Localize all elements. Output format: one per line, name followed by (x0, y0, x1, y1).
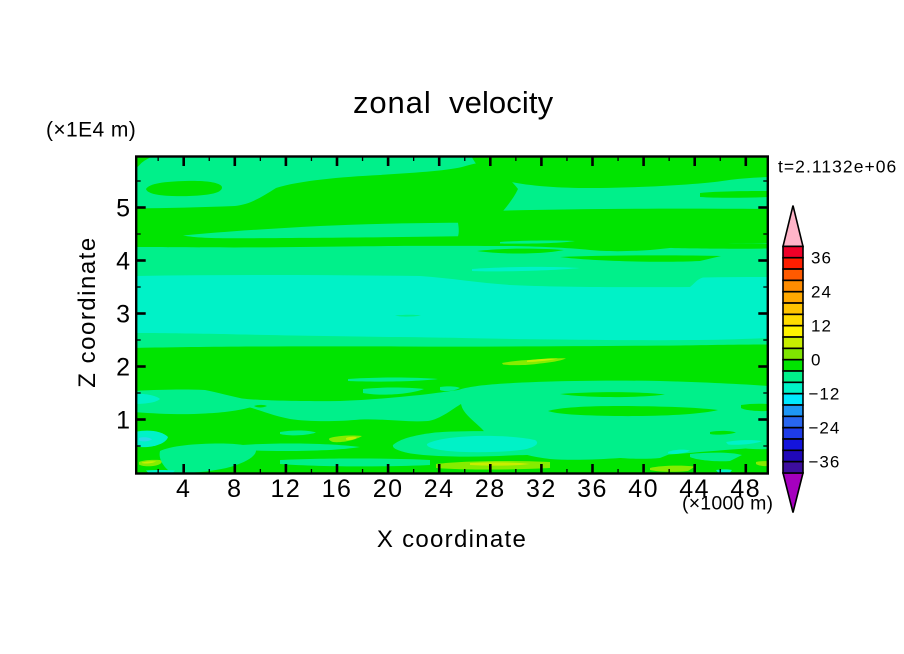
svg-text:28: 28 (475, 475, 506, 503)
svg-text:20: 20 (373, 475, 404, 503)
svg-text:(×1000 m): (×1000 m) (682, 493, 773, 515)
svg-text:t=2.1132e+06: t=2.1132e+06 (778, 157, 897, 177)
svg-text:Z coordinate: Z coordinate (74, 236, 101, 387)
svg-text:44: 44 (679, 475, 710, 503)
svg-text:3: 3 (116, 301, 130, 329)
svg-text:12: 12 (811, 317, 832, 336)
svg-text:4: 4 (176, 475, 191, 503)
svg-text:36: 36 (811, 249, 832, 268)
svg-text:48: 48 (730, 475, 761, 503)
svg-text:−24: −24 (809, 419, 841, 438)
svg-text:16: 16 (322, 475, 353, 503)
svg-text:5: 5 (116, 195, 130, 223)
svg-text:24: 24 (424, 475, 455, 503)
svg-text:zonal: zonal (353, 85, 432, 120)
svg-text:36: 36 (577, 475, 608, 503)
svg-text:8: 8 (227, 475, 242, 503)
svg-text:X coordinate: X coordinate (377, 526, 527, 553)
svg-text:−36: −36 (809, 453, 841, 472)
svg-text:32: 32 (526, 475, 557, 503)
svg-text:(×1E4 m): (×1E4 m) (46, 119, 136, 142)
svg-text:velocity: velocity (449, 85, 554, 120)
svg-text:4: 4 (116, 248, 130, 276)
svg-text:−12: −12 (809, 385, 841, 404)
svg-text:40: 40 (628, 475, 659, 503)
svg-text:24: 24 (811, 283, 832, 302)
svg-text:12: 12 (270, 475, 301, 503)
svg-text:1: 1 (116, 407, 130, 435)
svg-text:0: 0 (811, 351, 821, 370)
svg-text:2: 2 (116, 354, 130, 382)
